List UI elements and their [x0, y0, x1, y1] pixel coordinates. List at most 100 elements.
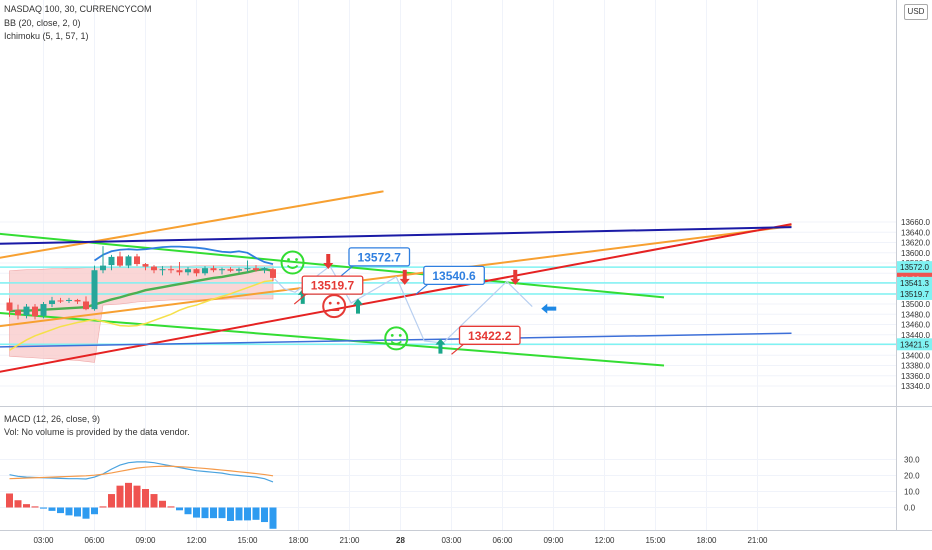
candle-body — [40, 304, 47, 316]
time-tick-label: 12:00 — [186, 536, 207, 545]
candle-body — [74, 299, 81, 302]
macd-tick-label: 10.0 — [904, 488, 920, 497]
time-tick-label: 21:00 — [339, 536, 360, 545]
callout-pointer — [415, 283, 429, 295]
trendline — [0, 232, 665, 299]
arrow-down-icon — [399, 269, 410, 285]
price-axis-label-text: 13421.5 — [900, 340, 929, 349]
price-axis-label: 13572.0 — [897, 261, 932, 274]
candle-body — [108, 256, 115, 266]
bb-upper-line — [94, 245, 274, 265]
price-axis-label-text: 13572.0 — [900, 263, 929, 272]
histogram-bar — [244, 507, 251, 521]
legend-macd: MACD (12, 26, close, 9) — [4, 414, 101, 424]
price-callout: 13422.2 — [451, 325, 521, 355]
candle-body — [49, 300, 55, 305]
callout-pointer — [451, 343, 464, 355]
callout-label: 13572.7 — [358, 250, 402, 264]
candle-body — [210, 268, 217, 271]
yellow-line — [9, 279, 274, 351]
projection-path — [274, 265, 533, 344]
time-tick-label: 09:00 — [135, 536, 156, 545]
histogram-bar — [125, 482, 132, 508]
price-tick-label: 13480.0 — [901, 310, 930, 319]
callout-pointer — [293, 293, 307, 305]
arrow-up-icon — [435, 338, 446, 354]
candle-body — [261, 268, 268, 271]
time-tick-label: 09:00 — [543, 536, 564, 545]
histogram-bar — [133, 485, 141, 508]
currency-badge[interactable]: USD — [904, 4, 928, 20]
price-axis-label: 13519.7 — [897, 287, 932, 300]
callout-label: 13422.2 — [468, 329, 512, 343]
price-axis-label-box — [897, 261, 932, 274]
candle-body — [193, 269, 200, 274]
callout-box — [458, 325, 521, 345]
histogram-bar — [201, 507, 209, 519]
price-tick-label: 13500.0 — [901, 300, 930, 309]
signal-line — [9, 465, 274, 480]
histogram-bar — [261, 507, 268, 523]
candle-body — [151, 266, 157, 271]
happy-face-icon — [384, 326, 409, 351]
histogram-bar — [74, 507, 81, 517]
candle-body — [142, 264, 149, 267]
price-tick-label: 13400.0 — [901, 351, 930, 360]
candle-body — [253, 268, 259, 271]
candle-body — [6, 302, 13, 311]
candle-body — [66, 299, 72, 301]
candle-body — [15, 310, 21, 316]
histogram-bar — [210, 507, 217, 519]
trendline — [0, 223, 792, 373]
histogram-bar — [65, 507, 73, 516]
histogram-bar — [82, 507, 90, 519]
arrow-down-icon — [323, 254, 334, 269]
price-axis-label-box — [897, 338, 932, 351]
candle-body — [236, 269, 242, 271]
time-tick-label: 15:00 — [645, 536, 666, 545]
histogram-bar — [108, 494, 115, 508]
candle-body — [125, 256, 132, 266]
legend-bb: BB (20, close, 2, 0) — [4, 18, 81, 28]
macd-line — [9, 461, 274, 483]
arrow-up-icon — [353, 298, 363, 314]
histogram-bar — [176, 507, 183, 511]
price-pane: 13572.7 13540.6 13519.7 13422.2 — [0, 190, 896, 373]
histogram-bar — [150, 494, 158, 508]
candle-body — [159, 269, 166, 271]
legend-symbol: NASDAQ 100, 30, CURRENCYCOM — [4, 4, 152, 14]
callout-box — [348, 247, 411, 267]
price-tick-label: 13640.0 — [901, 228, 930, 237]
histogram-bar — [6, 493, 13, 508]
callout-box — [423, 265, 485, 286]
arrow-left-icon — [541, 303, 557, 314]
histogram-bar — [14, 500, 22, 508]
callout-pointer — [340, 265, 354, 277]
candle-body — [117, 256, 123, 266]
time-tick-label: 06:00 — [84, 536, 105, 545]
time-tick-label: 18:00 — [696, 536, 717, 545]
macd-pane — [6, 461, 277, 529]
trendline — [0, 225, 792, 328]
candle-body — [270, 269, 276, 278]
price-tick-label: 13360.0 — [901, 372, 930, 381]
macd-tick-label: 0.0 — [904, 504, 916, 513]
price-axis-label: 13541.3 — [897, 276, 932, 289]
time-tick-label: 15:00 — [237, 536, 258, 545]
candle-body — [185, 269, 191, 273]
histogram-bar — [252, 507, 260, 520]
time-tick-label: 18:00 — [288, 536, 309, 545]
arrow-down-icon — [510, 269, 521, 285]
time-tick-label: 28 — [396, 536, 405, 545]
trendline — [0, 190, 384, 259]
candle-body — [227, 269, 234, 271]
histogram-bar — [142, 489, 149, 508]
candle-body — [244, 268, 251, 270]
callout-label: 13519.7 — [311, 279, 355, 293]
candle-body — [202, 268, 208, 274]
price-tick-label: 13620.0 — [901, 239, 930, 248]
grid — [0, 0, 896, 530]
candle-body — [176, 270, 183, 273]
